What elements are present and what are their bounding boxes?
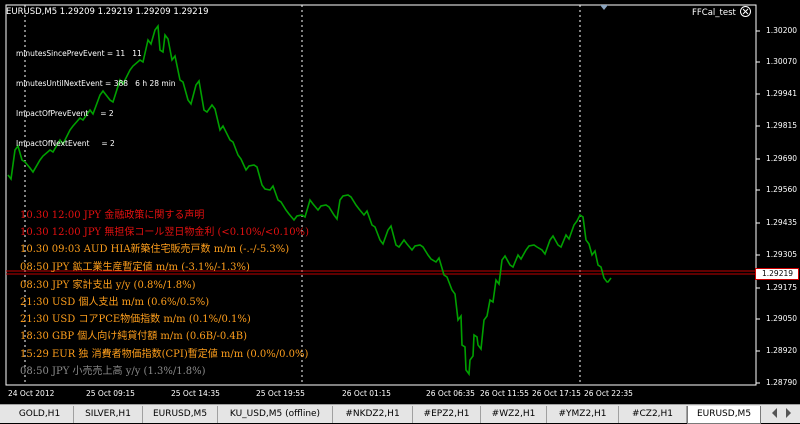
info-line: ImpactOfNextEvent = 2 xyxy=(16,139,115,148)
tab-ymz2-h1[interactable]: #YMZ2,H1 xyxy=(547,406,619,423)
event-item: 21:30 USD コアPCE物価指数 m/m (0.1%/0.1%) xyxy=(20,314,251,325)
price-axis-label: 1.29815 xyxy=(766,121,798,130)
chart-area[interactable]: EURUSD,M5 1.29209 1.29219 1.29209 1.2921… xyxy=(0,0,800,404)
time-axis-label: 24 Oct 2012 xyxy=(8,389,55,398)
tab-eurusd-m5[interactable]: EURUSD,M5 xyxy=(143,406,218,423)
price-axis-label: 1.29175 xyxy=(766,283,798,292)
price-axis-label: 1.28790 xyxy=(766,378,798,387)
chart-tab-bar: GOLD,H1 SILVER,H1 EURUSD,M5 KU_USD,M5 (o… xyxy=(0,404,800,424)
tab-silver-h1[interactable]: SILVER,H1 xyxy=(74,406,143,423)
event-item: 08:50 JPY 小売売上高 y/y (1.3%/1.8%) xyxy=(20,366,206,377)
time-axis-label: 26 Oct 11:55 xyxy=(480,389,529,398)
scroll-left-icon[interactable] xyxy=(772,408,777,418)
price-axis-label: 1.28920 xyxy=(766,346,798,355)
price-axis-label: 1.29941 xyxy=(766,89,798,98)
event-item: 08:30 JPY 家計支出 y/y (0.8%/1.8%) xyxy=(20,280,196,291)
tab-epz2-h1[interactable]: #EPZ2,H1 xyxy=(413,406,481,423)
event-item: 10.30 12:00 JPY 金融政策に関する声明 xyxy=(20,210,205,221)
time-axis-label: 26 Oct 06:35 xyxy=(426,389,475,398)
time-axis-label: 25 Oct 09:15 xyxy=(86,389,135,398)
price-axis-label: 1.29050 xyxy=(766,314,798,323)
time-axis-label: 26 Oct 22:35 xyxy=(584,389,633,398)
price-axis-label: 1.29560 xyxy=(766,185,798,194)
info-line: minutesUntilNextEvent = 388 6 h 28 min xyxy=(16,79,176,88)
tab-gold-h1[interactable]: GOLD,H1 xyxy=(6,406,74,423)
tab-wz2-h1[interactable]: #WZ2,H1 xyxy=(481,406,547,423)
price-axis-label: 1.29305 xyxy=(766,250,798,259)
price-axis-label: 1.30200 xyxy=(766,26,798,35)
current-price-tag: 1.29219 xyxy=(755,268,799,280)
close-icon[interactable] xyxy=(740,6,751,17)
event-item: 18:30 GBP 個人向け純貸付額 m/m (0.6B/-0.4B) xyxy=(20,331,247,342)
price-axis-label: 1.30070 xyxy=(766,57,798,66)
event-item: 15:29 EUR 独 消費者物価指数(CPI)暫定値 m/m (0.0%/0.… xyxy=(20,349,309,360)
time-axis-label: 25 Oct 19:55 xyxy=(256,389,305,398)
time-axis-label: 25 Oct 14:35 xyxy=(171,389,220,398)
info-line: ImpactOfPrevEvent = 2 xyxy=(16,109,114,118)
price-axis-label: 1.29435 xyxy=(766,218,798,227)
event-item: 10.30 09:03 AUD HIA新築住宅販売戸数 m/m (-.-/-5.… xyxy=(20,244,290,255)
time-axis-label: 26 Oct 17:15 xyxy=(532,389,581,398)
event-item: 21:30 USD 個人支出 m/m (0.6%/0.5%) xyxy=(20,297,210,308)
chart-frame xyxy=(5,4,757,386)
time-axis-label: 26 Oct 01:15 xyxy=(342,389,391,398)
chart-title: EURUSD,M5 1.29209 1.29219 1.29209 1.2921… xyxy=(6,7,209,17)
tab-cz2-h1[interactable]: #CZ2,H1 xyxy=(619,406,687,423)
price-axis-label: 1.29690 xyxy=(766,154,798,163)
indicator-name: FFCal_test xyxy=(692,8,736,18)
price-chart[interactable] xyxy=(0,0,800,404)
tab-eurusd-m5-active[interactable]: EURUSD,M5 xyxy=(687,406,761,424)
price-candles xyxy=(7,23,612,377)
tab-nkdz2-h1[interactable]: #NKDZ2,H1 xyxy=(333,406,413,423)
event-item: 10.30 12:00 JPY 無担保コール翌日物金利 (<0.10%/<0.1… xyxy=(20,227,309,238)
chart-shift-marker[interactable] xyxy=(600,5,608,10)
scroll-right-icon[interactable] xyxy=(786,408,791,418)
tab-ku-usd-m5-offline[interactable]: KU_USD,M5 (offline) xyxy=(218,406,333,423)
event-item: 08:50 JPY 鉱工業生産暫定値 m/m (-3.1%/-1.3%) xyxy=(20,262,250,273)
info-line: minutesSincePrevEvent = 11 11 xyxy=(16,49,142,58)
info-panel: minutesSincePrevEvent = 11 11 minutesUnt… xyxy=(16,29,176,169)
